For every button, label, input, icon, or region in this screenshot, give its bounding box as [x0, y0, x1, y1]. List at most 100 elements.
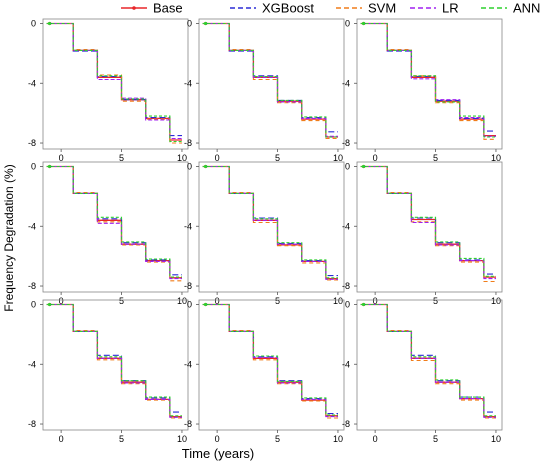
- subplot-3-1: 0 5 10 0 -4 -8: [28, 299, 189, 444]
- y-tick-label: -4: [28, 221, 36, 231]
- x-tick-label: 10: [177, 434, 187, 444]
- x-tick-label: 5: [275, 296, 280, 306]
- y-tick-label: -8: [184, 138, 192, 148]
- y-tick-label: -4: [184, 78, 192, 88]
- x-tick-label: 5: [433, 434, 438, 444]
- series-line-lr: [46, 165, 182, 280]
- x-tick-label: 10: [333, 296, 343, 306]
- y-tick-label: -8: [184, 419, 192, 429]
- series-line-base: [202, 22, 338, 138]
- series-line-ann: [360, 22, 496, 138]
- x-tick-label: 10: [491, 434, 501, 444]
- x-tick-label: 5: [119, 296, 124, 306]
- x-tick-label: 5: [275, 153, 280, 163]
- subplot-2-3: 0 5 10 0 -4 -8: [342, 161, 503, 306]
- y-axis-title: Frequency Degradation (%): [2, 164, 16, 311]
- series-line-svm: [202, 303, 338, 419]
- plot-frame: [42, 161, 189, 293]
- legend-label-lr: LR: [442, 1, 459, 16]
- y-tick-label: -4: [342, 221, 350, 231]
- plot-frame: [198, 161, 345, 293]
- x-tick-label: 5: [119, 434, 124, 444]
- y-tick-label: -8: [342, 419, 350, 429]
- y-tick-label: -8: [342, 138, 350, 148]
- y-tick-label: -4: [342, 78, 350, 88]
- y-tick-label: -4: [184, 359, 192, 369]
- series-point-ann: [362, 302, 366, 307]
- y-tick-label: -4: [184, 221, 192, 231]
- x-tick-label: 10: [333, 434, 343, 444]
- y-tick-label: 0: [187, 18, 192, 28]
- series-point-ann: [204, 21, 208, 26]
- series-line-svm: [360, 22, 496, 140]
- plot-frame: [42, 299, 189, 431]
- y-tick-label: -8: [184, 281, 192, 291]
- x-tick-label: 0: [215, 434, 220, 444]
- x-tick-label: 5: [275, 434, 280, 444]
- legend-label-ann: ANN: [513, 1, 540, 16]
- x-tick-label: 0: [59, 434, 64, 444]
- series-point-ann: [48, 164, 52, 169]
- series-line-lr: [46, 22, 182, 140]
- plot-frame: [42, 18, 189, 150]
- x-tick-label: 0: [373, 434, 378, 444]
- series-line-base: [46, 165, 182, 279]
- y-tick-label: 0: [31, 18, 36, 28]
- y-tick-label: -4: [28, 359, 36, 369]
- x-tick-label: 0: [373, 153, 378, 163]
- y-tick-label: 0: [345, 18, 350, 28]
- legend-marker-base: [132, 6, 136, 10]
- series-point-ann: [48, 21, 52, 26]
- subplot-2-2: 0 5 10 0 -4 -8: [184, 161, 345, 306]
- plot-frame: [198, 18, 345, 150]
- series-line-ann: [46, 22, 182, 143]
- plot-frame: [356, 161, 503, 293]
- subplot-3-3: 0 5 10 0 -4 -8: [342, 299, 503, 444]
- y-tick-label: -4: [342, 359, 350, 369]
- series-line-ann: [46, 165, 182, 278]
- series-point-ann: [48, 302, 52, 307]
- series-line-lr: [360, 165, 496, 280]
- legend-label-xgboost: XGBoost: [262, 1, 314, 16]
- y-tick-label: 0: [187, 299, 192, 309]
- series-line-base: [202, 165, 338, 280]
- y-tick-label: 0: [31, 299, 36, 309]
- subplot-1-3: 0 5 10 0 -4 -8: [342, 18, 503, 163]
- y-tick-label: -8: [28, 281, 36, 291]
- plot-frame: [356, 299, 503, 431]
- y-tick-label: 0: [345, 161, 350, 171]
- subplot-1-1: 0 5 10 0 -4 -8: [28, 18, 189, 163]
- x-axis-title: Time (years): [182, 446, 254, 461]
- x-tick-label: 5: [433, 296, 438, 306]
- y-tick-label: -8: [28, 419, 36, 429]
- series-point-ann: [204, 302, 208, 307]
- series-line-svm: [360, 303, 496, 419]
- series-line-svm: [360, 165, 496, 283]
- x-tick-label: 5: [119, 153, 124, 163]
- x-tick-label: 10: [491, 296, 501, 306]
- y-tick-label: 0: [31, 161, 36, 171]
- series-line-xgboost: [202, 303, 338, 415]
- series-line-svm: [46, 165, 182, 282]
- series-point-ann: [362, 21, 366, 26]
- legend: Base XGBoost SVM LR ANN: [121, 1, 540, 16]
- series-line-xgboost: [202, 165, 338, 277]
- x-tick-label: 0: [373, 296, 378, 306]
- plot-frame: [198, 299, 345, 431]
- y-tick-label: -8: [342, 281, 350, 291]
- subplot-2-1: 0 5 100-4-8: [28, 161, 189, 306]
- legend-label-base: Base: [153, 1, 183, 16]
- series-point-ann: [204, 164, 208, 169]
- series-line-svm: [46, 22, 182, 144]
- series-line-svm: [202, 22, 338, 140]
- subplot-1-2: 0 5 10 0 -4 -8: [184, 18, 345, 163]
- legend-label-svm: SVM: [368, 1, 396, 16]
- series-line-ann: [202, 22, 338, 138]
- y-tick-label: 0: [187, 161, 192, 171]
- subplot-3-2: 0 5 10 0 -4 -8: [184, 299, 345, 444]
- subplot-grid: 0 5 10 0 -4 -8 0 5 10 0 -4 -8 0 5 10 0 -4 -8 0 5 10 0 -4 -8 0 5 10…: [28, 18, 503, 444]
- series-line-svm: [202, 165, 338, 281]
- series-line-svm: [46, 303, 182, 419]
- series-line-ann: [360, 165, 496, 277]
